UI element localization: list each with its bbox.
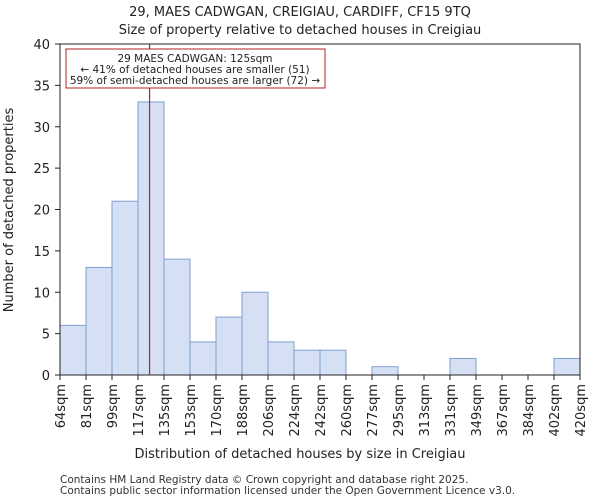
- x-tick-label: 242sqm: [314, 384, 329, 437]
- bar-242sqm: [319, 349, 347, 376]
- annotation-box: 29 MAES CADWGAN: 125sqm ← 41% of detache…: [65, 48, 326, 89]
- bar-117sqm: [137, 101, 165, 376]
- annotation-frame: [65, 48, 326, 89]
- bar-206sqm: [267, 341, 295, 376]
- annotation-line-3: 59% of semi-detached houses are larger (…: [70, 75, 321, 87]
- footer-line-1: Contains HM Land Registry data © Crown c…: [60, 474, 468, 486]
- bar-402sqm: [553, 357, 581, 376]
- y-tick-label: 40: [33, 38, 50, 53]
- x-tick-label: 153sqm: [184, 384, 199, 437]
- x-tick-label: 206sqm: [262, 384, 277, 437]
- x-tick-label: 81sqm: [80, 384, 95, 428]
- y-axis-label: Number of detached properties: [2, 108, 17, 313]
- x-tick-label: 64sqm: [54, 384, 69, 428]
- bar-331sqm: [449, 357, 477, 376]
- x-tick-label: 135sqm: [158, 384, 173, 437]
- x-tick-label: 277sqm: [366, 384, 381, 437]
- x-tick-label: 313sqm: [418, 384, 433, 437]
- annotation-line-2: ← 41% of detached houses are smaller (51…: [80, 64, 309, 76]
- bars-group: [59, 101, 581, 376]
- bar-170sqm: [215, 316, 243, 376]
- annotation-line-1: 29 MAES CADWGAN: 125sqm: [117, 53, 272, 65]
- x-tick-label: 384sqm: [522, 384, 537, 437]
- bar-277sqm: [371, 366, 399, 376]
- y-tick-label: 10: [33, 286, 50, 301]
- y-tick-label: 30: [33, 121, 50, 136]
- y-tick-label: 0: [42, 369, 50, 384]
- x-tick-label: 420sqm: [574, 384, 589, 437]
- x-tick-label: 402sqm: [548, 384, 563, 437]
- y-tick-label: 25: [33, 162, 50, 177]
- bar-81sqm: [85, 266, 113, 376]
- x-tick-label: 260sqm: [340, 384, 355, 437]
- chart-subtitle: Size of property relative to detached ho…: [119, 23, 482, 38]
- x-tick-label: 349sqm: [470, 384, 485, 437]
- x-tick-label: 224sqm: [288, 384, 303, 437]
- x-tick-label: 188sqm: [236, 384, 251, 437]
- y-tick-label: 5: [42, 328, 50, 343]
- y-axis: 0 5 10 15 20 25 30 35 40: [33, 38, 60, 384]
- bar-224sqm: [293, 349, 321, 376]
- x-axis: 64sqm 81sqm 99sqm 117sqm 135sqm 153sqm 170sqm 1…: [54, 375, 589, 437]
- x-tick-label: 117sqm: [132, 384, 147, 437]
- x-tick-label: 331sqm: [444, 384, 459, 437]
- plot-frame: [59, 43, 581, 376]
- x-tick-label: 295sqm: [392, 384, 407, 437]
- y-tick-label: 35: [33, 79, 50, 94]
- bar-188sqm: [241, 291, 269, 376]
- x-tick-label: 99sqm: [106, 384, 121, 428]
- chart-title: 29, MAES CADWGAN, CREIGIAU, CARDIFF, CF1…: [129, 5, 471, 20]
- footer-line-2: Contains public sector information licen…: [60, 485, 515, 497]
- x-axis-label: Distribution of detached houses by size …: [134, 447, 465, 462]
- bar-64sqm: [59, 324, 87, 376]
- bar-153sqm: [189, 341, 217, 376]
- bar-99sqm: [111, 200, 139, 376]
- x-tick-label: 170sqm: [210, 384, 225, 437]
- x-tick-label: 367sqm: [496, 384, 511, 437]
- y-tick-label: 20: [33, 204, 50, 219]
- y-tick-label: 15: [33, 245, 50, 260]
- bar-135sqm: [163, 258, 191, 376]
